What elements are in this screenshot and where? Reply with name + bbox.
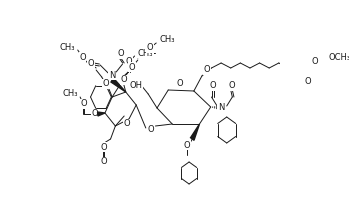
Text: O: O: [80, 100, 87, 108]
Text: O: O: [101, 142, 107, 152]
Text: CH₃: CH₃: [60, 42, 75, 52]
Text: O: O: [123, 120, 130, 128]
Text: OH: OH: [129, 81, 143, 89]
Text: O: O: [304, 77, 311, 85]
Text: O: O: [118, 49, 124, 59]
Text: O: O: [103, 80, 109, 88]
Text: O: O: [203, 65, 210, 75]
Text: O: O: [91, 109, 98, 119]
Text: O: O: [100, 158, 107, 166]
Text: O: O: [147, 43, 153, 53]
Text: O: O: [183, 141, 190, 149]
Text: O: O: [210, 81, 216, 90]
Polygon shape: [111, 78, 126, 92]
Text: O: O: [129, 62, 135, 72]
Polygon shape: [191, 124, 200, 140]
Text: O: O: [87, 60, 94, 68]
Text: CH₃: CH₃: [138, 48, 153, 58]
Text: N: N: [109, 70, 116, 80]
Text: O: O: [312, 57, 318, 65]
Text: O: O: [177, 79, 184, 87]
Text: O: O: [126, 58, 132, 66]
Text: CH₃: CH₃: [159, 36, 175, 44]
Text: CH₃: CH₃: [62, 89, 78, 99]
Text: OCH₃: OCH₃: [328, 53, 349, 61]
Polygon shape: [98, 112, 105, 116]
Text: N: N: [218, 103, 224, 113]
Text: O: O: [79, 53, 86, 61]
Text: O: O: [147, 125, 154, 135]
Text: O: O: [228, 81, 235, 90]
Text: O: O: [121, 76, 127, 84]
